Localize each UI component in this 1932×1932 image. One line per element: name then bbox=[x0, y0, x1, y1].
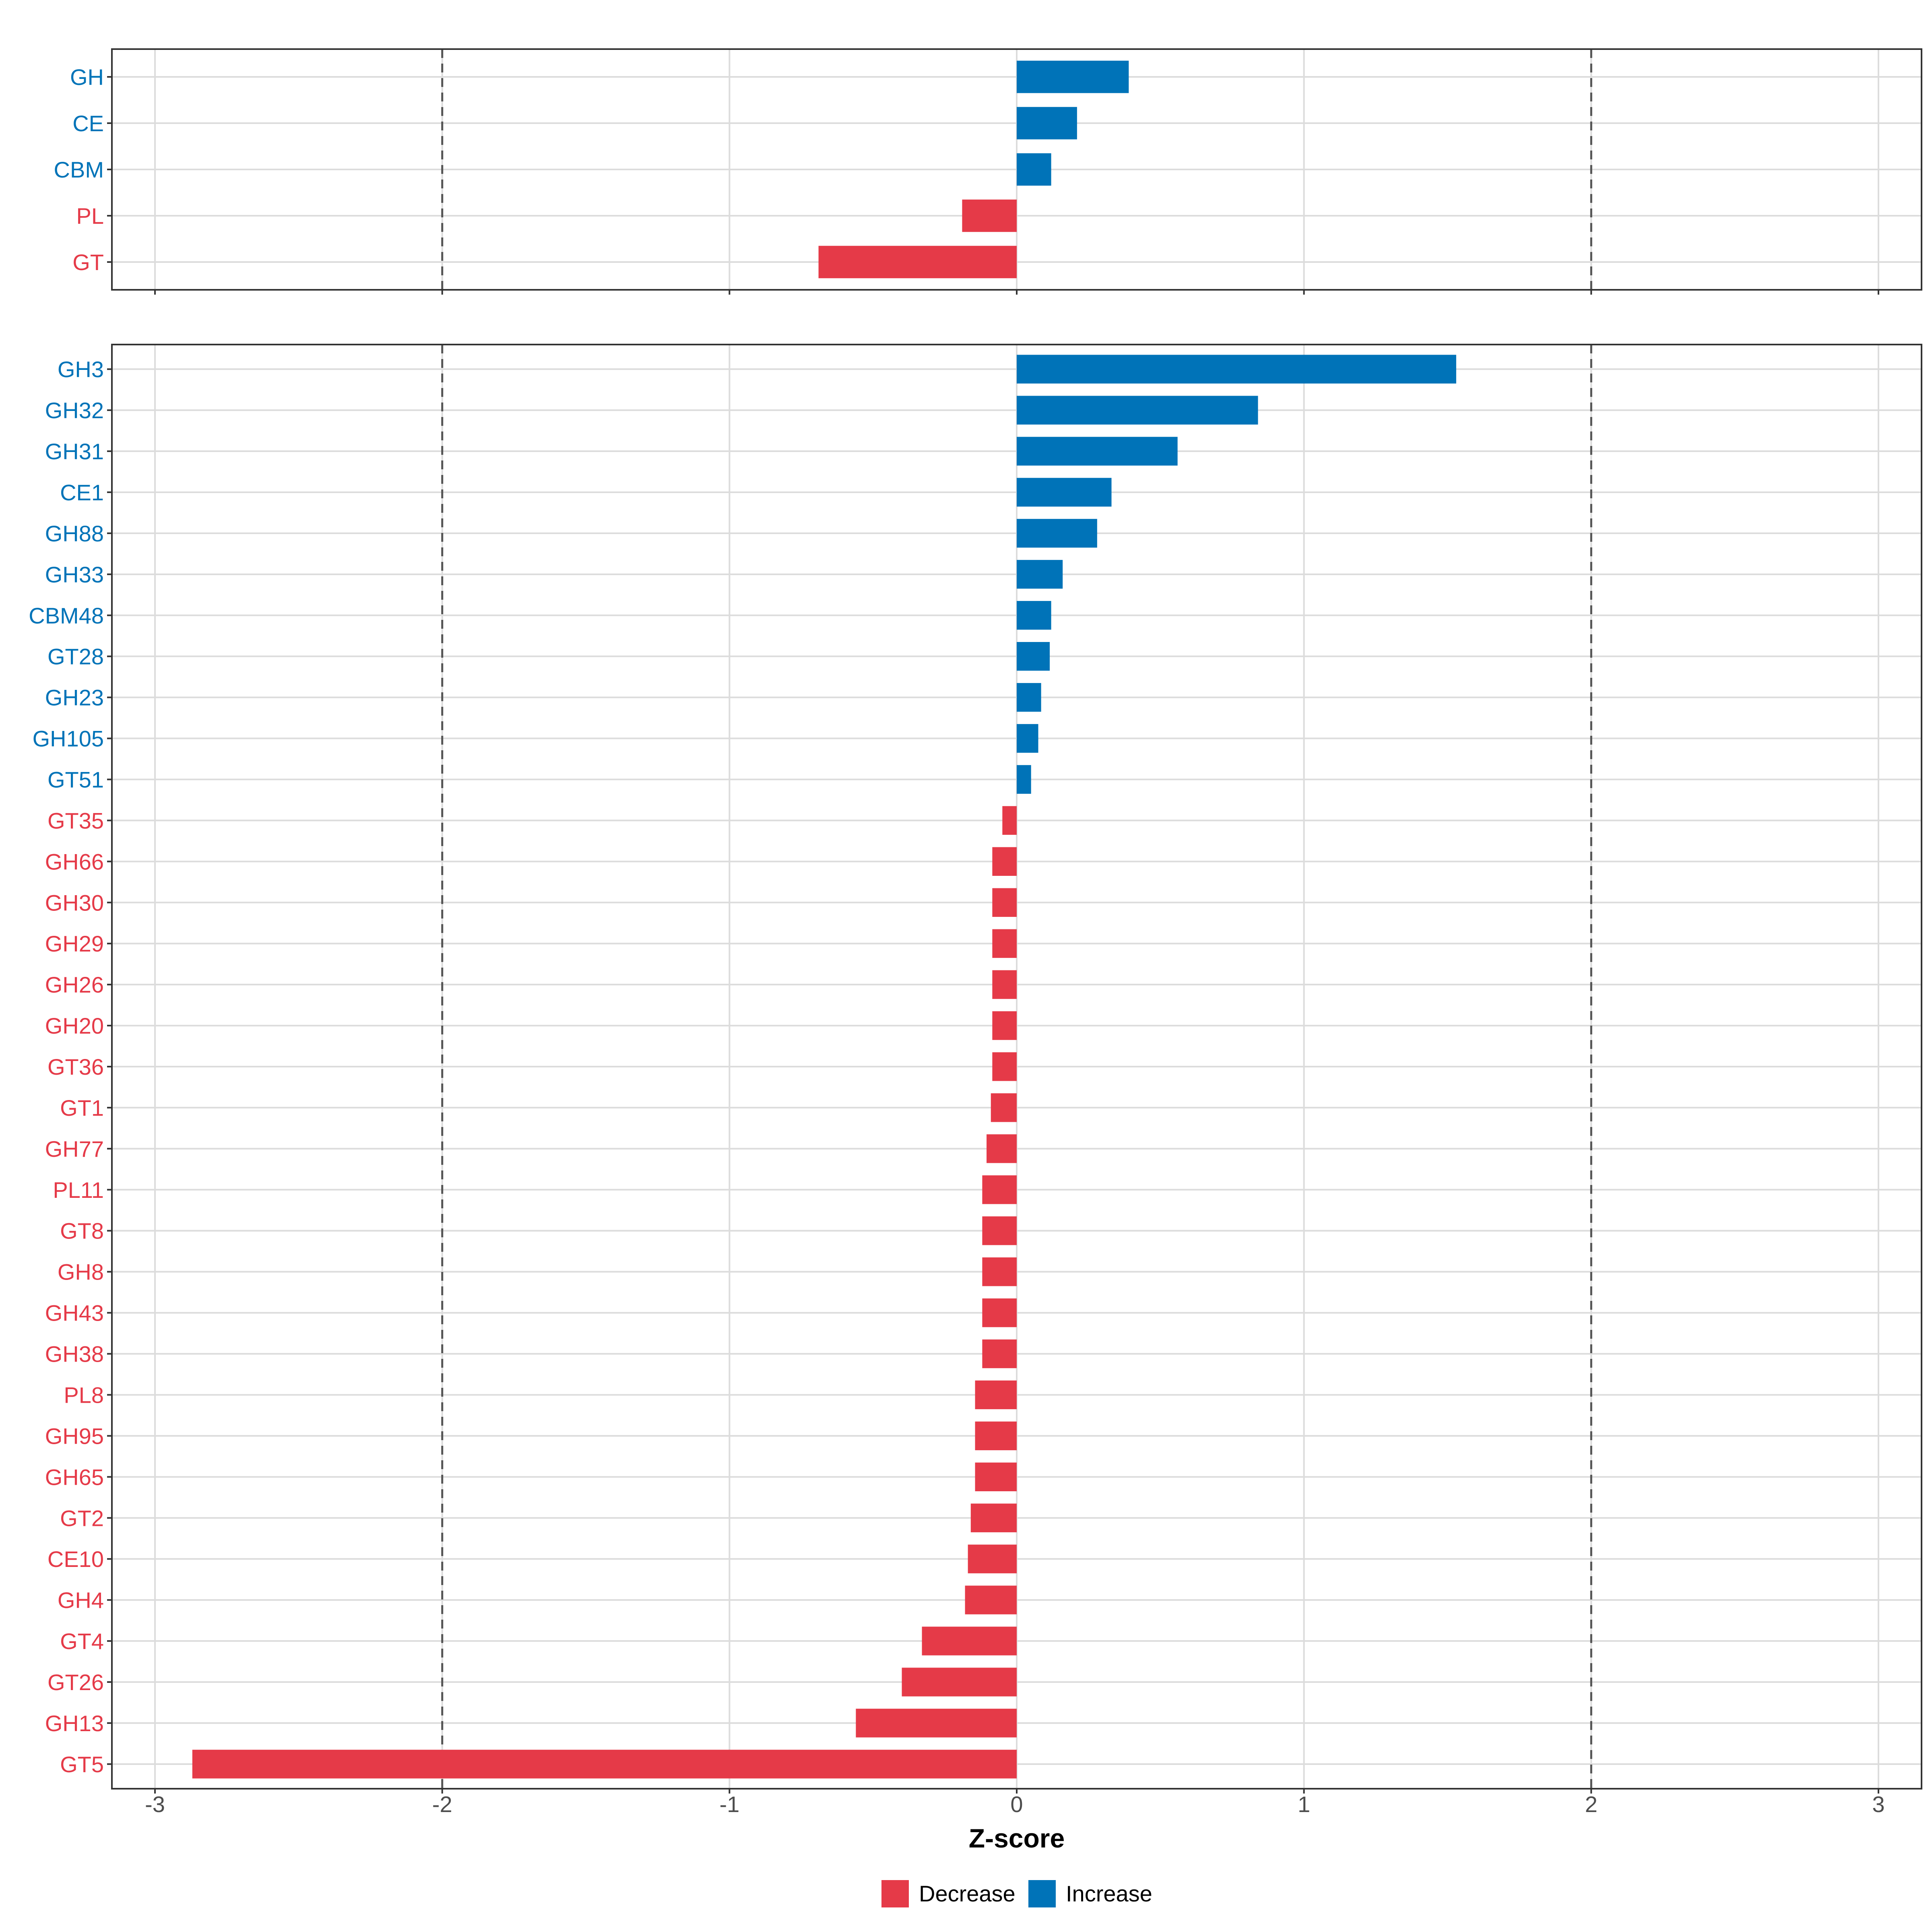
y-label-gt35: GT35 bbox=[47, 808, 104, 833]
y-label-gt1: GT1 bbox=[60, 1095, 104, 1121]
y-label-gh8: GH8 bbox=[58, 1259, 104, 1285]
bar-gh30 bbox=[992, 888, 1017, 917]
bar-gt26 bbox=[902, 1668, 1017, 1697]
y-label-gt26: GT26 bbox=[47, 1670, 104, 1695]
y-label-gh32: GH32 bbox=[45, 398, 104, 423]
bar-gh26 bbox=[992, 970, 1017, 999]
bar-gh4 bbox=[965, 1585, 1017, 1614]
y-label-gh20: GH20 bbox=[45, 1013, 104, 1038]
bar-cbm48 bbox=[1017, 601, 1051, 630]
x-tick-label: 3 bbox=[1872, 1792, 1885, 1817]
bar-gt35 bbox=[1002, 806, 1017, 835]
y-label-gh77: GH77 bbox=[45, 1136, 104, 1162]
y-label-ce: CE bbox=[72, 111, 104, 136]
y-label-gh13: GH13 bbox=[45, 1711, 104, 1736]
y-label-gh23: GH23 bbox=[45, 685, 104, 710]
bar-ce1 bbox=[1017, 478, 1112, 507]
bar-gt1 bbox=[991, 1093, 1017, 1122]
bar-gh32 bbox=[1017, 396, 1258, 425]
y-label-gh29: GH29 bbox=[45, 931, 104, 956]
bar-ce bbox=[1017, 107, 1077, 140]
legend-swatch-decrease bbox=[881, 1880, 909, 1907]
y-label-cbm: CBM bbox=[54, 157, 104, 182]
bar-gh20 bbox=[992, 1011, 1017, 1040]
y-label-gh66: GH66 bbox=[45, 849, 104, 874]
legend-label-decrease: Decrease bbox=[919, 1881, 1016, 1906]
bar-gt36 bbox=[992, 1052, 1017, 1081]
bar-gh65 bbox=[975, 1462, 1017, 1491]
bar-gh13 bbox=[856, 1709, 1017, 1738]
bar-gh23 bbox=[1017, 683, 1041, 712]
y-label-gt5: GT5 bbox=[60, 1752, 104, 1777]
bar-gh31 bbox=[1017, 437, 1178, 466]
x-axis-title: Z-score bbox=[969, 1823, 1065, 1853]
y-label-gh30: GH30 bbox=[45, 890, 104, 915]
y-label-gh38: GH38 bbox=[45, 1342, 104, 1367]
bar-pl bbox=[962, 199, 1017, 232]
y-label-gt36: GT36 bbox=[47, 1054, 104, 1080]
bar-gt2 bbox=[970, 1503, 1017, 1532]
bar-pl11 bbox=[982, 1175, 1017, 1204]
bar-gh43 bbox=[982, 1298, 1017, 1327]
y-label-pl: PL bbox=[76, 203, 104, 229]
y-label-gh: GH bbox=[70, 64, 104, 90]
y-label-gh26: GH26 bbox=[45, 972, 104, 997]
y-label-ce1: CE1 bbox=[60, 480, 104, 505]
bar-gt8 bbox=[982, 1216, 1017, 1245]
y-label-gh3: GH3 bbox=[58, 357, 104, 382]
y-label-pl11: PL11 bbox=[53, 1177, 104, 1203]
bar-gt bbox=[818, 246, 1017, 279]
y-label-gt4: GT4 bbox=[60, 1629, 104, 1654]
bar-gh29 bbox=[992, 929, 1017, 958]
y-label-gt28: GT28 bbox=[47, 644, 104, 669]
legend-label-increase: Increase bbox=[1066, 1881, 1152, 1906]
y-label-gh33: GH33 bbox=[45, 562, 104, 587]
y-label-gt: GT bbox=[72, 250, 104, 275]
y-label-pl8: PL8 bbox=[64, 1382, 104, 1408]
legend-swatch-increase bbox=[1028, 1880, 1056, 1907]
y-label-cbm48: CBM48 bbox=[29, 603, 104, 628]
y-label-ce10: CE10 bbox=[47, 1546, 104, 1572]
x-axis: -3 -2 -1 0 1 2 3 bbox=[145, 1792, 1885, 1817]
y-label-gh95: GH95 bbox=[45, 1423, 104, 1449]
bar-gh3 bbox=[1017, 355, 1456, 384]
y-label-gt8: GT8 bbox=[60, 1218, 104, 1244]
class-level-panel: GH CE CBM PL GT bbox=[54, 48, 1922, 295]
y-label-gt2: GT2 bbox=[60, 1505, 104, 1531]
y-label-gh88: GH88 bbox=[45, 521, 104, 546]
x-tick-label: 1 bbox=[1298, 1792, 1310, 1817]
y-label-gh4: GH4 bbox=[58, 1587, 104, 1613]
y-label-gh43: GH43 bbox=[45, 1300, 104, 1326]
bar-gt4 bbox=[922, 1627, 1017, 1655]
bar-cbm bbox=[1017, 153, 1051, 186]
bar-gh66 bbox=[992, 847, 1017, 876]
bar-gh38 bbox=[982, 1339, 1017, 1368]
bar-gh105 bbox=[1017, 724, 1038, 753]
bar-gt51 bbox=[1017, 765, 1031, 794]
legend: Decrease Increase bbox=[881, 1880, 1152, 1907]
family-level-panel: GH3 GH32 GH31 CE1 GH88 GH33 CBM48 GT28 GH23 GH105… bbox=[29, 344, 1922, 1794]
y-label-gt51: GT51 bbox=[47, 767, 104, 792]
x-tick-label: -3 bbox=[145, 1792, 165, 1817]
x-tick-label: 2 bbox=[1585, 1792, 1598, 1817]
bar-gt28 bbox=[1017, 642, 1050, 671]
y-label-gh105: GH105 bbox=[33, 726, 104, 751]
y-label-gh31: GH31 bbox=[45, 439, 104, 464]
bar-ce10 bbox=[968, 1544, 1017, 1573]
bar-gh8 bbox=[982, 1257, 1017, 1286]
bar-gh33 bbox=[1017, 560, 1063, 589]
x-tick-label: -2 bbox=[432, 1792, 452, 1817]
bar-gh bbox=[1017, 60, 1129, 93]
bar-gh77 bbox=[987, 1134, 1017, 1163]
y-label-gh65: GH65 bbox=[45, 1464, 104, 1490]
x-tick-label: -1 bbox=[719, 1792, 739, 1817]
bar-pl8 bbox=[975, 1380, 1017, 1410]
bar-gh95 bbox=[975, 1421, 1017, 1451]
bar-gt5 bbox=[192, 1750, 1017, 1779]
bar-gh88 bbox=[1017, 519, 1097, 548]
x-tick-label: 0 bbox=[1010, 1792, 1023, 1817]
